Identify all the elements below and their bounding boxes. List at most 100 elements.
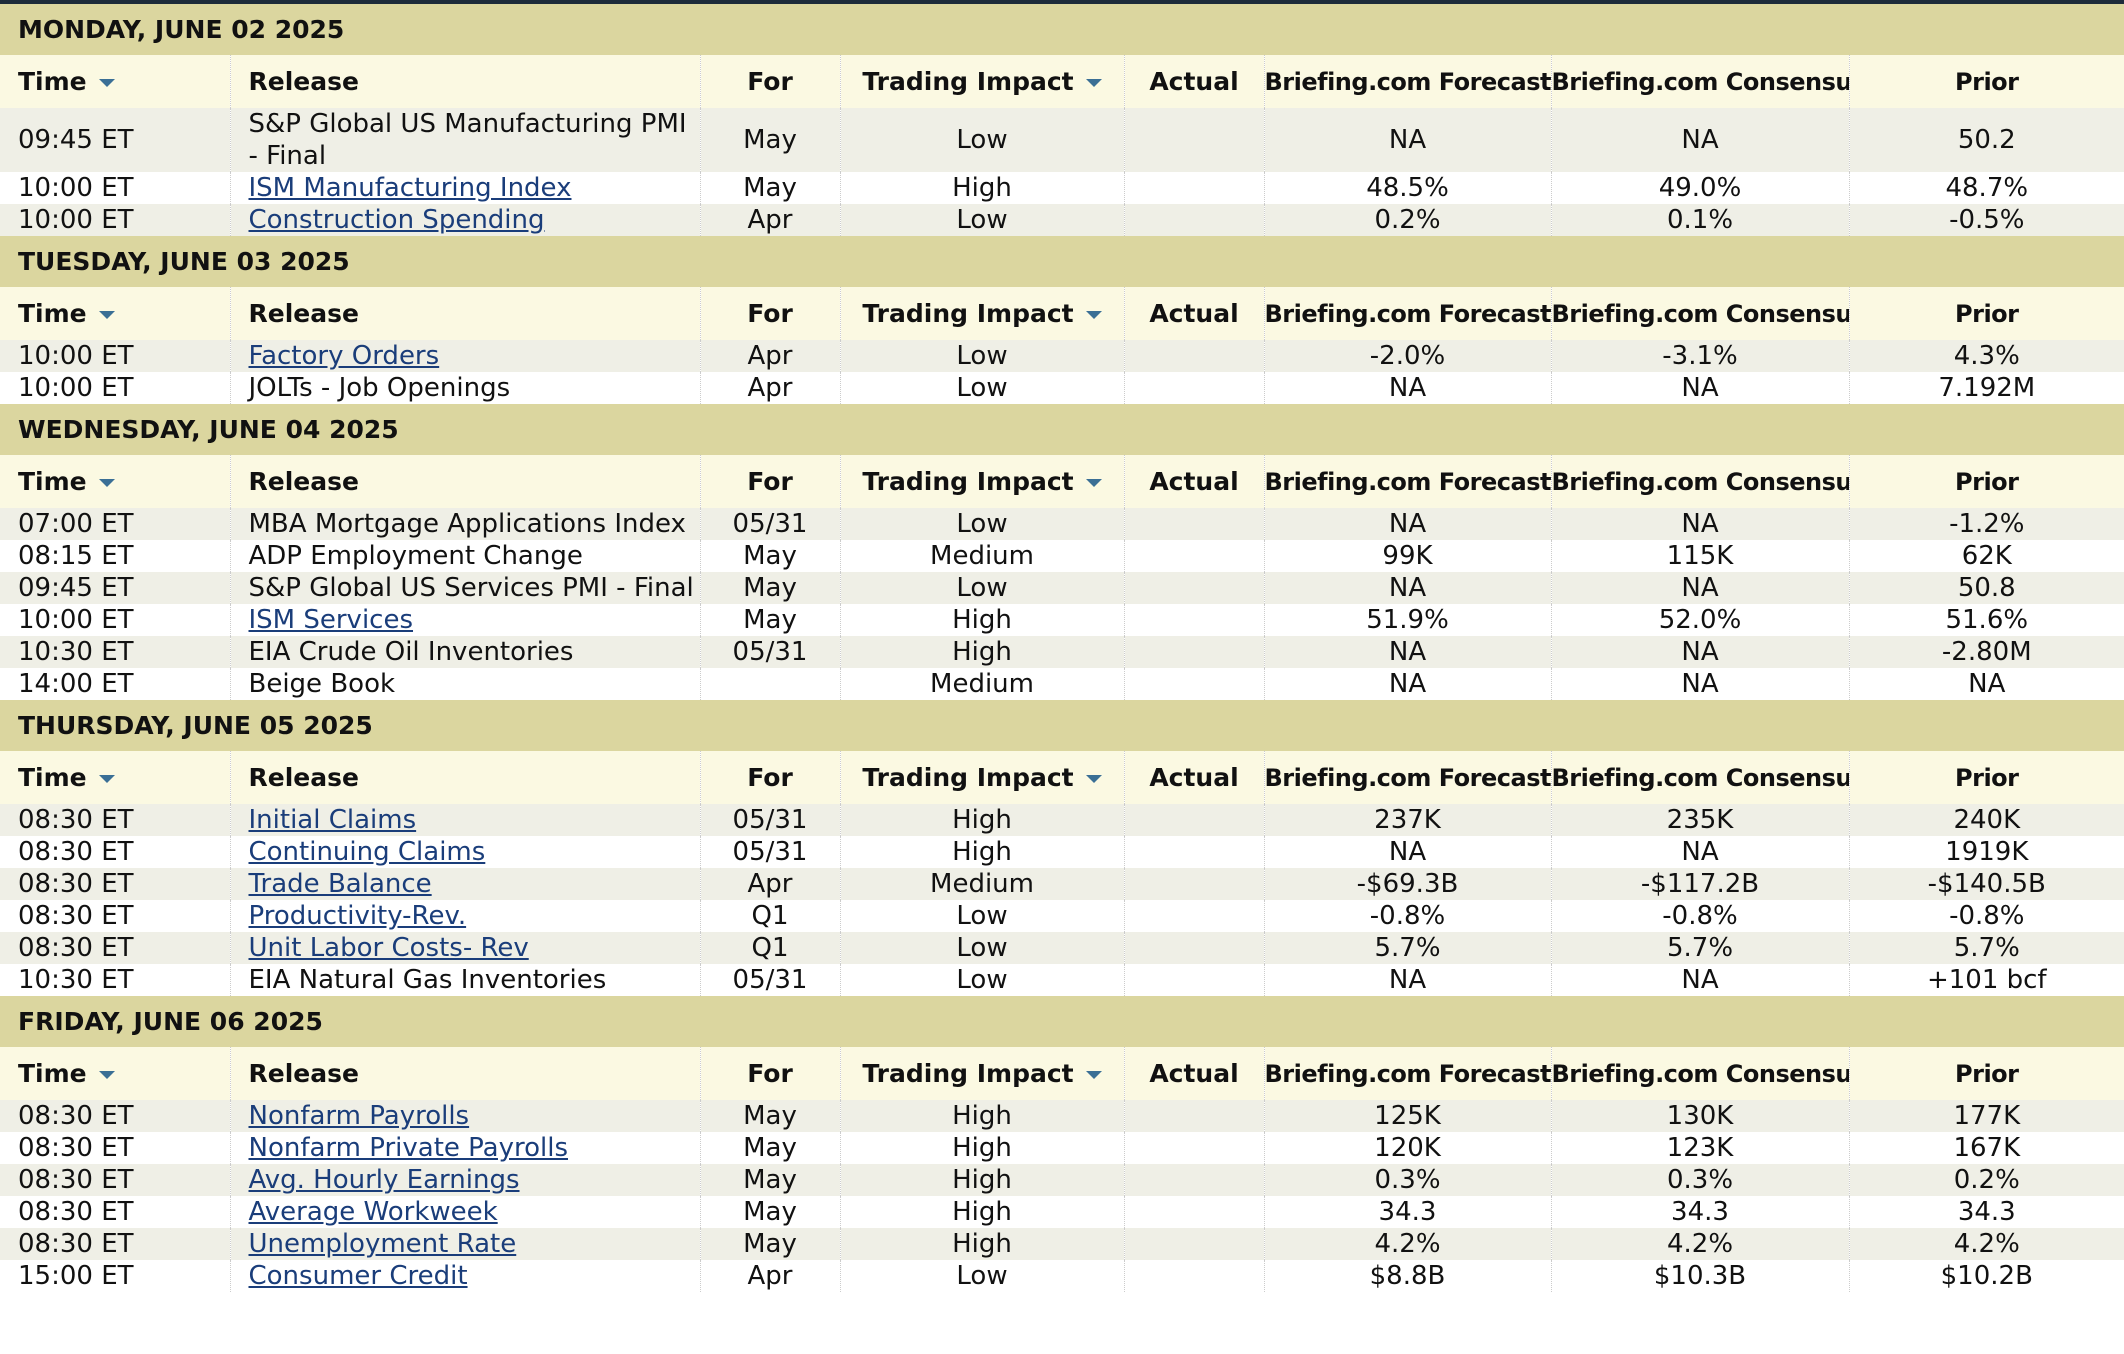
impact-text: High xyxy=(952,637,1012,667)
column-header[interactable]: Trading Impact xyxy=(839,455,1124,508)
column-header[interactable]: Trading Impact xyxy=(839,287,1124,340)
forecast-text: 4.2% xyxy=(1374,1229,1441,1259)
cell: 0.1% xyxy=(1550,204,1849,236)
cell: 15:00 ET xyxy=(0,1260,230,1292)
cell xyxy=(1123,204,1264,236)
impact-text: Low xyxy=(956,509,1008,539)
cell: 5.7% xyxy=(1550,932,1849,964)
column-header: Actual xyxy=(1123,455,1264,508)
top-bar xyxy=(0,0,2124,4)
sort-arrow[interactable] xyxy=(1085,1070,1102,1079)
time-text: 10:30 ET xyxy=(18,965,134,995)
sort-arrow[interactable] xyxy=(98,78,115,87)
release-row: 08:30 ET Unit Labor Costs- Rev Q1 Low 5.7% 5.… xyxy=(0,932,2124,964)
column-header-text: Briefing.com Consensus xyxy=(1551,763,1849,792)
cell: NA xyxy=(1263,668,1551,700)
release-link[interactable]: Nonfarm Payrolls xyxy=(248,1101,470,1131)
cell: May xyxy=(699,1196,840,1228)
time-text: 08:30 ET xyxy=(18,1133,134,1163)
impact-text: High xyxy=(952,805,1012,835)
release-link[interactable]: Average Workweek xyxy=(248,1197,498,1227)
release-link[interactable]: Unemployment Rate xyxy=(248,1229,517,1259)
impact-text: Low xyxy=(956,573,1008,603)
column-header[interactable]: Trading Impact xyxy=(839,1047,1124,1100)
release-link[interactable]: Nonfarm Private Payrolls xyxy=(248,1133,569,1163)
release-link[interactable]: Productivity-Rev. xyxy=(248,901,467,931)
sort-arrow[interactable] xyxy=(98,310,115,319)
release-row: 10:00 ET ISM Services May High 51.9% 52.0% 51.… xyxy=(0,604,2124,636)
column-header[interactable]: Time xyxy=(0,751,230,804)
cell xyxy=(1123,508,1264,540)
cell: 34.3 xyxy=(1848,1196,2124,1228)
sort-arrow[interactable] xyxy=(98,478,115,487)
day-header: FRIDAY, JUNE 06 2025 xyxy=(0,996,2124,1047)
release-link[interactable]: Avg. Hourly Earnings xyxy=(248,1165,520,1195)
sort-arrow[interactable] xyxy=(1085,310,1102,319)
for-text: May xyxy=(743,573,797,603)
release-link[interactable]: Unit Labor Costs- Rev xyxy=(248,933,529,963)
cell: High xyxy=(839,172,1124,204)
impact-text: Low xyxy=(956,965,1008,995)
consensus-text: -$117.2B xyxy=(1640,869,1760,899)
cell: May xyxy=(699,172,840,204)
day-header: THURSDAY, JUNE 05 2025 xyxy=(0,700,2124,751)
release-link[interactable]: Trade Balance xyxy=(248,869,432,899)
cell: ADP Employment Change xyxy=(229,540,700,572)
cell: 08:30 ET xyxy=(0,1228,230,1260)
column-header-text: Release xyxy=(248,66,359,96)
prior-text: 5.7% xyxy=(1953,933,2020,963)
forecast-text: 99K xyxy=(1382,541,1433,571)
column-header[interactable]: Trading Impact xyxy=(839,751,1124,804)
sort-arrow[interactable] xyxy=(98,1070,115,1079)
column-header: Briefing.com Consensus xyxy=(1550,1047,1849,1100)
for-text: Apr xyxy=(747,869,793,899)
cell: -$140.5B xyxy=(1848,868,2124,900)
release-link[interactable]: Consumer Credit xyxy=(248,1261,468,1291)
cell: -0.8% xyxy=(1550,900,1849,932)
day-header: MONDAY, JUNE 02 2025 xyxy=(0,4,2124,55)
time-text: 08:30 ET xyxy=(18,1165,134,1195)
release-link[interactable]: Factory Orders xyxy=(248,341,440,371)
column-header-text: Briefing.com Consensus xyxy=(1551,467,1849,496)
consensus-text: 0.3% xyxy=(1666,1165,1734,1195)
column-header-text: For xyxy=(747,1058,793,1088)
cell: -$69.3B xyxy=(1263,868,1551,900)
time-text: 08:30 ET xyxy=(18,869,134,899)
release-link[interactable]: ISM Manufacturing Index xyxy=(248,173,572,203)
column-header-row: Time Release For Trading Impact Actual Briefi… xyxy=(0,751,2124,804)
column-header: Prior xyxy=(1848,455,2124,508)
release-link[interactable]: Initial Claims xyxy=(248,805,417,835)
column-header-text: Briefing.com Forecast xyxy=(1264,67,1551,96)
column-header: For xyxy=(699,751,840,804)
forecast-text: -2.0% xyxy=(1369,341,1446,371)
prior-text: 34.3 xyxy=(1957,1197,2016,1227)
sort-arrow[interactable] xyxy=(1085,774,1102,783)
sort-arrow[interactable] xyxy=(98,774,115,783)
cell: Low xyxy=(839,932,1124,964)
forecast-text: NA xyxy=(1388,509,1427,539)
cell: 08:30 ET xyxy=(0,804,230,836)
release-link[interactable]: ISM Services xyxy=(248,605,414,635)
sort-arrow[interactable] xyxy=(1085,78,1102,87)
cell: NA xyxy=(1263,108,1551,172)
for-text: May xyxy=(743,1197,797,1227)
column-header[interactable]: Time xyxy=(0,1047,230,1100)
release-link[interactable]: Continuing Claims xyxy=(248,837,486,867)
column-header[interactable]: Trading Impact xyxy=(839,55,1124,108)
sort-arrow[interactable] xyxy=(1085,478,1102,487)
cell: 0.3% xyxy=(1263,1164,1551,1196)
release-row: 10:30 ET EIA Natural Gas Inventories 05/31… xyxy=(0,964,2124,996)
release-row: 14:00 ET Beige Book Medium NA NA NA xyxy=(0,668,2124,700)
column-header: Briefing.com Consensus xyxy=(1550,287,1849,340)
column-header-text: Briefing.com Consensus xyxy=(1551,299,1849,328)
cell: Apr xyxy=(699,204,840,236)
column-header-row: Time Release For Trading Impact Actual Briefi… xyxy=(0,455,2124,508)
cell: $8.8B xyxy=(1263,1260,1551,1292)
column-header: Prior xyxy=(1848,1047,2124,1100)
column-header[interactable]: Time xyxy=(0,287,230,340)
column-header[interactable]: Time xyxy=(0,455,230,508)
column-header[interactable]: Time xyxy=(0,55,230,108)
column-header-text: Briefing.com Forecast xyxy=(1264,467,1551,496)
column-header: Release xyxy=(229,55,700,108)
release-link[interactable]: Construction Spending xyxy=(248,205,545,235)
